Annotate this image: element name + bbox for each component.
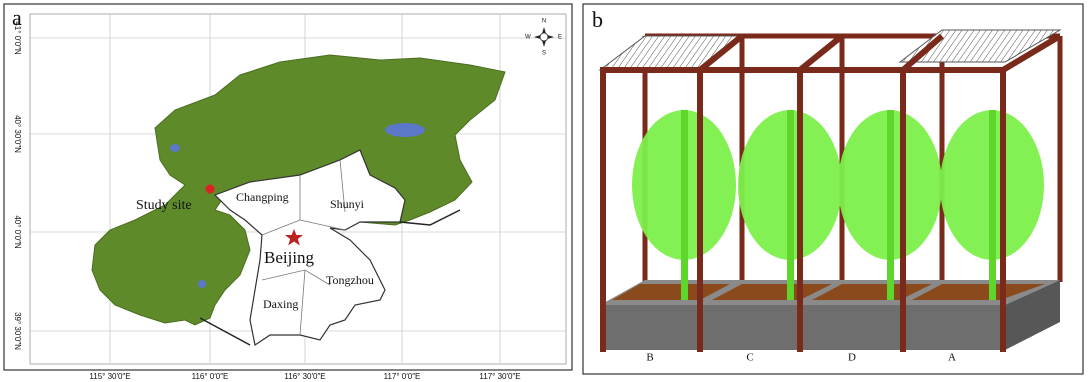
x-tick-label: 117° 0′0″E (384, 372, 421, 381)
plot-label: A (948, 352, 956, 364)
plot-label: B (646, 352, 653, 364)
panel-label: b (592, 7, 603, 32)
x-tick-label: 116° 0′0″E (192, 372, 229, 381)
y-tick-label: 41° 0′0″N (13, 21, 22, 55)
place-label: Tongzhou (326, 273, 374, 287)
compass-label: S (542, 51, 546, 57)
compass-label: W (525, 35, 531, 41)
x-tick-label: 117° 30′0″E (479, 372, 520, 381)
reservoir (385, 123, 425, 137)
compass-label: N (542, 19, 546, 25)
place-label: Study site (136, 198, 192, 213)
plot-label: C (746, 352, 753, 364)
y-tick-label: 40° 30′0″N (13, 115, 22, 153)
compass-label: E (558, 35, 562, 41)
plot-label: D (848, 352, 856, 364)
x-tick-label: 116° 30′0″E (284, 372, 325, 381)
place-label: Shunyi (330, 197, 365, 211)
reservoir (198, 280, 206, 288)
figure: a Study site Changping Shunyi Beijing To… (0, 0, 1089, 382)
panel-b: b (583, 4, 1083, 374)
x-tick-label: 115° 30′0″E (89, 372, 130, 381)
place-label: Daxing (263, 297, 298, 311)
place-label: Changping (236, 190, 289, 204)
y-tick-label: 39° 30′0″N (13, 312, 22, 350)
study-site-marker (206, 185, 215, 194)
y-tick-label: 40° 0′0″N (13, 215, 22, 249)
panel-a: a Study site Changping Shunyi Beijing To… (4, 4, 572, 381)
reservoir (170, 144, 180, 152)
place-label: Beijing (264, 248, 315, 267)
